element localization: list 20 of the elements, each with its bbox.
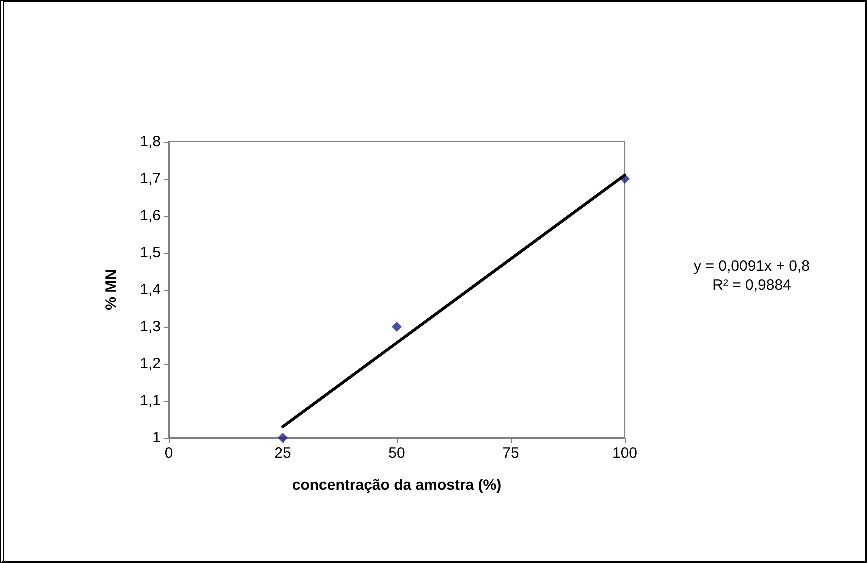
y-tick-label: 1,2 [140, 356, 161, 372]
y-axis-title: % MN [103, 270, 120, 310]
x-tick-label: 100 [612, 445, 638, 462]
y-tick-label: 1,4 [140, 282, 161, 298]
point [278, 433, 288, 443]
x-tick-label: 50 [388, 445, 406, 462]
point [392, 322, 402, 332]
text: y = 0,0091x + 0,8 [694, 258, 810, 275]
y-tick-label: 1,6 [140, 208, 161, 224]
x-tick-label: 75 [502, 445, 520, 462]
y-tick-label: 1,8 [140, 134, 161, 150]
x-axis-title: concentração da amostra (%) [292, 477, 502, 494]
y-tick-label: 1 [152, 430, 161, 446]
x-tick-label: 0 [164, 445, 174, 462]
y-tick-label: 1,3 [140, 318, 161, 336]
y-tick-label: 1,7 [140, 170, 161, 188]
text: R² = 0,9884 [712, 277, 792, 294]
x-tick-label: 25 [274, 445, 292, 462]
y-tick-label: 1,1 [140, 392, 161, 410]
y-tick-label: 1,5 [140, 244, 161, 262]
